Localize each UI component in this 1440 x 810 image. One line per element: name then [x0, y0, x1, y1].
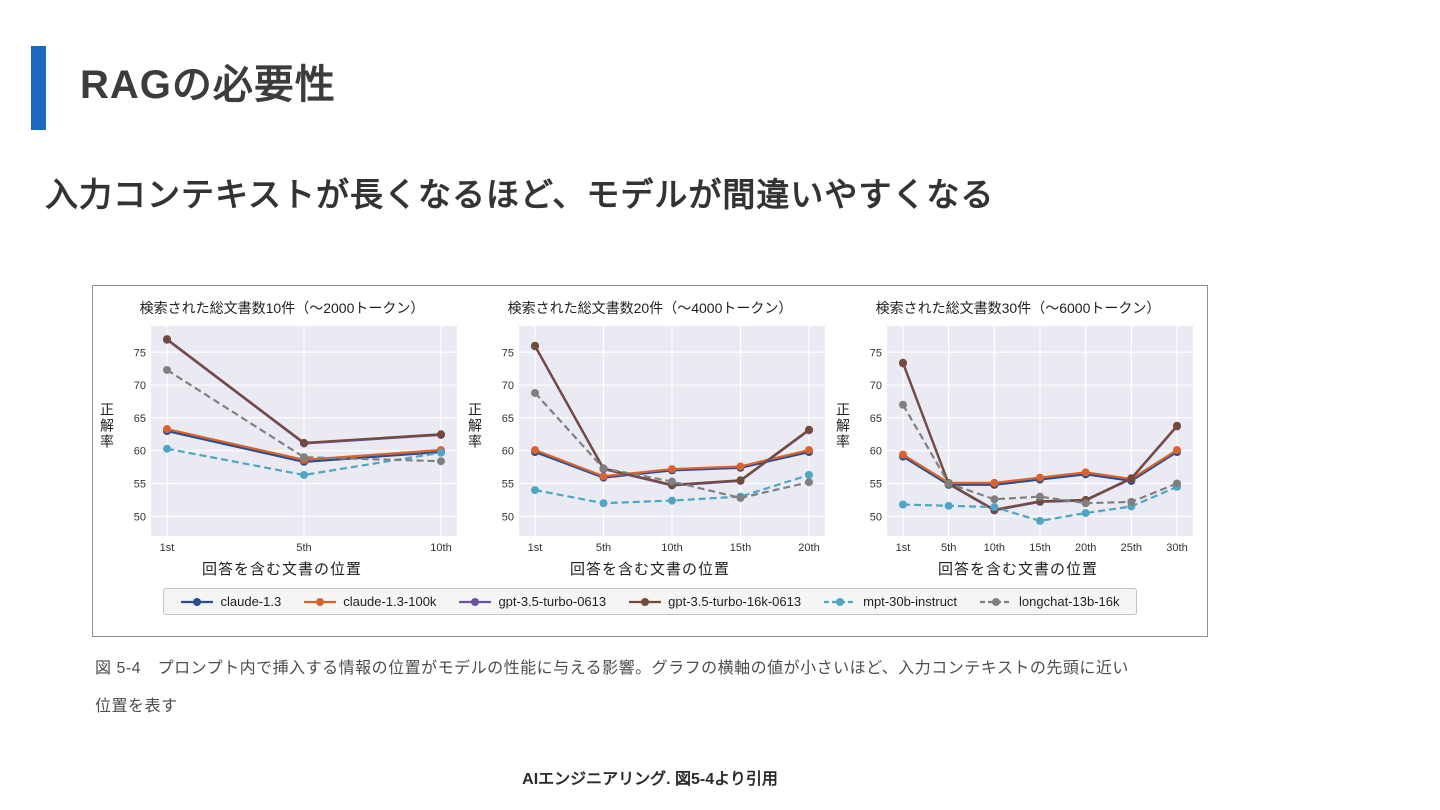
chart-body: 正解率 1st 5th 10th 50 55 60 65 70 75 [99, 320, 463, 558]
svg-text:50: 50 [502, 511, 514, 523]
chart-subplot-30docs: 検索された総文書数30件（～6000トークン） 正解率 1st 5th 10th 15… [835, 298, 1199, 579]
legend-item-gpt-3.5-turbo-16k-0613: gpt-3.5-turbo-16k-0613 [628, 594, 801, 609]
chart-plot: 1st 5th 10th 50 55 60 65 70 75 [134, 326, 457, 554]
svg-text:1st: 1st [896, 542, 911, 554]
svg-text:55: 55 [502, 479, 514, 491]
svg-text:65: 65 [870, 413, 882, 425]
svg-text:70: 70 [134, 380, 146, 392]
svg-text:75: 75 [134, 347, 146, 359]
legend-label: claude-1.3 [220, 594, 282, 609]
svg-text:50: 50 [870, 511, 882, 523]
legend-label: mpt-30b-instruct [863, 594, 958, 609]
legend-marker-icon [629, 597, 662, 606]
svg-text:20th: 20th [798, 542, 819, 554]
chart-title: 検索された総文書数20件（～4000トークン） [507, 300, 793, 316]
legend-item-gpt-3.5-turbo-0613: gpt-3.5-turbo-0613 [458, 594, 606, 609]
svg-text:15th: 15th [730, 542, 751, 554]
svg-text:25th: 25th [1121, 542, 1142, 554]
svg-text:5th: 5th [296, 542, 311, 554]
figure-caption-line2: 位置を表す [95, 698, 178, 715]
chart-plot: 1st 5th 10th 15th 20th 50 55 60 65 70 75 [502, 326, 825, 554]
svg-text:1st: 1st [160, 542, 175, 554]
svg-text:70: 70 [870, 380, 882, 392]
svg-text:30th: 30th [1166, 542, 1187, 554]
legend-row: claude-1.3 claude-1.3-100k gpt-3.5-turbo-0… [93, 588, 1207, 615]
chart-title: 検索された総文書数30件（～6000トークン） [875, 300, 1161, 316]
chart-title: 検索された総文書数10件（～2000トークン） [139, 300, 425, 316]
source-citation: AIエンジニアリング. 図5-4より引用 [522, 771, 778, 788]
legend-marker-icon [181, 597, 214, 606]
svg-text:15th: 15th [1029, 542, 1050, 554]
svg-text:60: 60 [134, 446, 146, 458]
figure-caption-line1: 図 5-4 プロンプト内で挿入する情報の位置がモデルの性能に与える影響。グラフの… [95, 660, 1129, 677]
y-axis-label: 正解率 [467, 402, 483, 450]
subtitle: 入力コンテキストが長くなるほど、モデルが間違いやすくなる [45, 176, 995, 213]
x-axis-label: 回答を含む文書の位置 [937, 561, 1098, 578]
svg-text:5th: 5th [941, 542, 956, 554]
figure-caption: 図 5-4 プロンプト内で挿入する情報の位置がモデルの性能に与える影響。グラフの… [95, 650, 1245, 726]
page-title: RAGの必要性 [80, 63, 336, 107]
svg-text:20th: 20th [1075, 542, 1096, 554]
svg-text:1st: 1st [528, 542, 543, 554]
chart-body: 正解率 1st 5th 10th 15th 20th 50 55 60 65 70 75 [467, 320, 831, 558]
svg-text:65: 65 [134, 413, 146, 425]
legend-marker-icon [304, 597, 337, 606]
svg-text:75: 75 [502, 347, 514, 359]
svg-text:10th: 10th [430, 542, 451, 554]
legend-marker-icon [980, 597, 1013, 606]
svg-text:10th: 10th [984, 542, 1005, 554]
svg-text:60: 60 [502, 446, 514, 458]
svg-text:55: 55 [870, 479, 882, 491]
legend-marker-icon [824, 597, 857, 606]
legend-label: gpt-3.5-turbo-0613 [498, 594, 607, 609]
chart-body: 正解率 1st 5th 10th 15th 20th 25th 30th 50 55 60 65 70… [835, 320, 1199, 558]
title-accent-bar [31, 46, 46, 130]
legend-item-mpt-30b-instruct: mpt-30b-instruct [823, 594, 957, 609]
y-axis-label: 正解率 [99, 402, 115, 450]
legend-label: longchat-13b-16k [1019, 594, 1120, 609]
x-axis-label: 回答を含む文書の位置 [569, 561, 730, 578]
figure-panel: 検索された総文書数10件（～2000トークン） 正解率 1st 5th 10th 50… [92, 285, 1208, 637]
legend-item-claude-1.3: claude-1.3 [180, 594, 281, 609]
svg-text:5th: 5th [596, 542, 611, 554]
svg-text:65: 65 [502, 413, 514, 425]
x-axis-label: 回答を含む文書の位置 [201, 561, 362, 578]
legend-label: claude-1.3-100k [343, 594, 437, 609]
legend-item-longchat-13b-16k: longchat-13b-16k [979, 594, 1120, 609]
svg-text:55: 55 [134, 479, 146, 491]
svg-text:60: 60 [870, 446, 882, 458]
chart-subplot-10docs: 検索された総文書数10件（～2000トークン） 正解率 1st 5th 10th 50… [99, 298, 463, 579]
chart-legend: claude-1.3 claude-1.3-100k gpt-3.5-turbo-0… [163, 588, 1137, 615]
svg-text:70: 70 [502, 380, 514, 392]
legend-label: gpt-3.5-turbo-16k-0613 [668, 594, 802, 609]
charts-row: 検索された総文書数10件（～2000トークン） 正解率 1st 5th 10th 50… [93, 286, 1207, 579]
svg-text:75: 75 [870, 347, 882, 359]
legend-item-claude-1.3-100k: claude-1.3-100k [303, 594, 436, 609]
legend-marker-icon [459, 597, 492, 606]
y-axis-label: 正解率 [835, 402, 851, 450]
chart-plot: 1st 5th 10th 15th 20th 25th 30th 50 55 60 65 70 75 [870, 326, 1193, 554]
svg-text:50: 50 [134, 511, 146, 523]
chart-subplot-20docs: 検索された総文書数20件（～4000トークン） 正解率 1st 5th 10th 15… [467, 298, 831, 579]
svg-text:10th: 10th [661, 542, 682, 554]
